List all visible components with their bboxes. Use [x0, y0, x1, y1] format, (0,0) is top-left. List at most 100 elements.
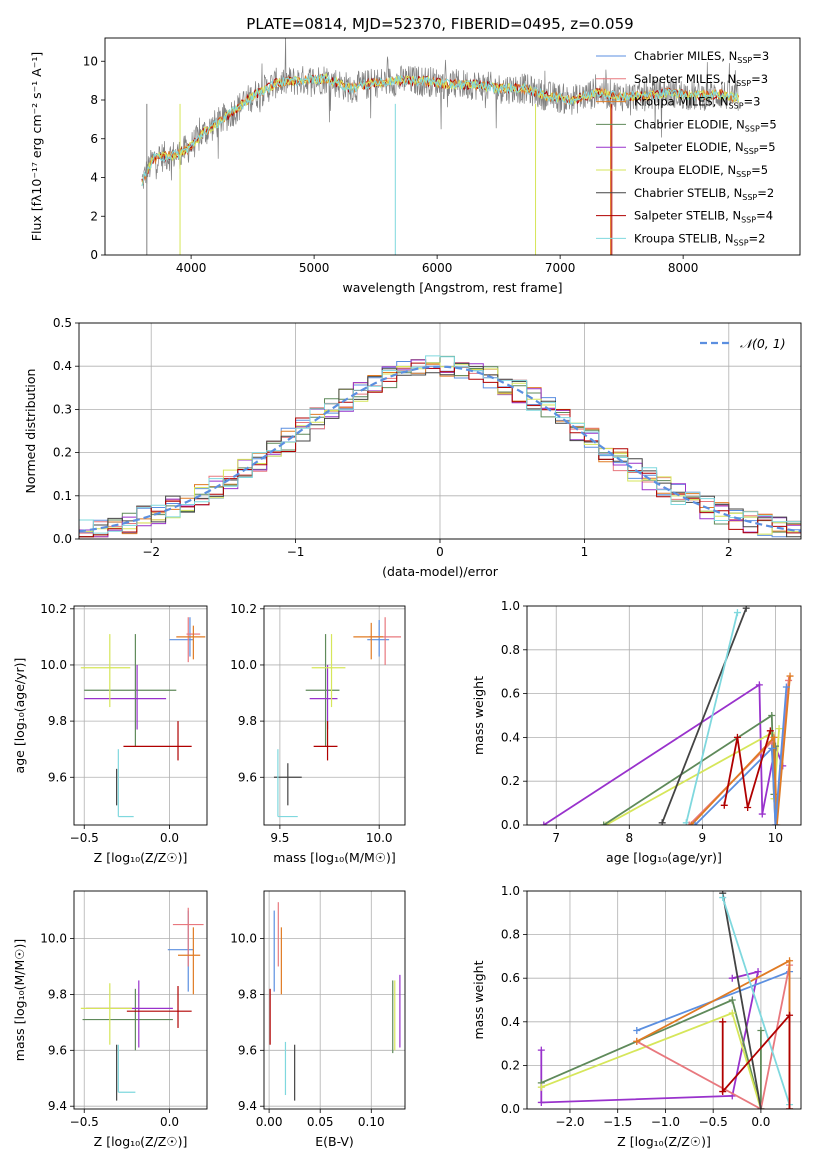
spectrum-xtick-label: 7000 — [545, 261, 576, 275]
age_vs_Z-points — [80, 617, 206, 818]
spectrum-legend: Chabrier MILES, NSSP=3 Salpeter MILES, NS… — [596, 49, 777, 247]
mw_vs_age-line-krou_stelib — [685, 612, 739, 824]
mass_vs_ebv-xtick-label: 0.05 — [307, 1115, 334, 1129]
legend-label-salp_stelib: Salpeter STELIB, NSSP=4 — [634, 209, 773, 225]
mw_vs_age-xlabel: age [log₁₀(age/yr)] — [606, 850, 722, 865]
mw_vs_age-ytick-label: 0.6 — [501, 687, 520, 701]
mw_vs_age-ytick-label: 1.0 — [501, 599, 520, 613]
figure-title: PLATE=0814, MJD=52370, FIBERID=0495, z=0… — [246, 15, 633, 33]
mw_vs_Z-ytick-label: 0.6 — [501, 971, 520, 985]
legend-label-krou_miles: Kroupa MILES, NSSP=3 — [634, 95, 760, 111]
mw_vs_Z-ytick-label: 1.0 — [501, 884, 520, 898]
mw_vs_Z-xtick-label: −0.5 — [699, 1115, 728, 1129]
residuals-xtick-label: 0 — [436, 545, 444, 559]
mw_vs_Z-xlabel: Z [log₁₀(Z/Z☉)] — [617, 1134, 711, 1149]
mw_vs_age-marker-salp_elodie — [755, 681, 763, 689]
mw_vs_age-line-chab_miles — [694, 686, 788, 825]
age_vs_mass-ytick-label: 9.6 — [238, 770, 257, 784]
mw_vs_age-xtick-label: 9 — [699, 831, 707, 845]
mass_vs_Z-frame — [73, 890, 208, 1110]
mw_vs_age-marker-chab_stelib — [742, 606, 750, 612]
mass_vs_ebv-axes: 0.00 0.05 0.10 9.4 9.6 9.8 10.0 E(B-V) — [230, 891, 405, 1149]
mass_vs_Z-xtick-label: 0.0 — [160, 1115, 179, 1129]
mw_vs_Z-marker-chab_stelib — [757, 1105, 765, 1109]
residuals-ytick-label: 0.2 — [53, 446, 72, 460]
spectrum-ytick-label: 2 — [90, 209, 98, 223]
mw_vs_age-marker-krou_miles — [773, 821, 781, 825]
gaussian-curve — [79, 365, 801, 533]
residuals-frame — [78, 322, 802, 540]
mw_vs_Z-marker-salp_elodie — [754, 968, 762, 976]
mw_vs_age-xtick-label: 10 — [768, 831, 783, 845]
age_vs_Z-xtick-label: 0.0 — [160, 831, 179, 845]
mw_vs_Z-marker-chab_elodie — [757, 1027, 765, 1035]
mw_vs_age-marker-chab_stelib — [658, 819, 666, 825]
mw_vs_age-marker-salp_stelib — [733, 733, 741, 741]
residuals-xtick-label: −1 — [287, 545, 305, 559]
mw_vs_Z-marker-krou_stelib — [719, 894, 727, 902]
mass_vs_Z-ytick-label: 9.6 — [48, 1043, 67, 1057]
age_vs_Z-xtick-label: −0.5 — [70, 831, 99, 845]
mass_vs_Z-ytick-label: 10.0 — [40, 932, 67, 946]
mw_vs_Z-line-chab_elodie — [540, 998, 762, 1109]
legend-label-krou_stelib: Kroupa STELIB, NSSP=2 — [634, 231, 765, 247]
mw_vs_age-lines — [540, 606, 794, 825]
residuals-xtick-label: 1 — [581, 545, 589, 559]
mw_vs_Z-marker-salp_stelib — [786, 1011, 794, 1019]
mass_vs_ebv-xtick-label: 0.10 — [358, 1115, 385, 1129]
age_vs_Z-ylabel: age [log₁₀(age/yr)] — [12, 658, 27, 774]
mw_vs_Z-line-krou_stelib — [721, 897, 791, 1105]
mw_vs_age-marker-krou_miles — [687, 821, 695, 825]
mw_vs_age-ytick-label: 0.2 — [501, 774, 520, 788]
mw_vs_Z-marker-chab_miles — [633, 1027, 641, 1035]
mw_vs_age-marker-salp_miles — [685, 821, 693, 825]
age_vs_mass-ytick-label: 10.0 — [230, 658, 257, 672]
mass_vs_Z-points — [80, 907, 204, 1101]
mass_vs_ebv-xtick-label: 0.00 — [256, 1115, 283, 1129]
mw_vs_age-frame — [526, 605, 802, 826]
mw_vs_age-marker-krou_miles — [770, 733, 778, 741]
spectrum-ytick-label: 4 — [90, 171, 98, 185]
mw_vs_Z-line-salp_elodie — [540, 970, 760, 1104]
spectrum-ytick-label: 6 — [90, 132, 98, 146]
mass_vs_ebv-ytick-label: 9.4 — [238, 1099, 257, 1113]
age_vs_mass-axes: 9.5 10.0 9.6 9.8 10.0 10.2 mass [log₁₀(M/M☉)] — [230, 602, 405, 865]
mw_vs_Z-line-chab_stelib — [721, 893, 762, 1109]
spectrum-ytick-label: 8 — [90, 93, 98, 107]
residuals-ytick-label: 0.0 — [53, 532, 72, 546]
mw_vs_age-marker-chab_miles — [782, 683, 790, 691]
age_vs_mass-xtick-label: 10.0 — [366, 831, 393, 845]
mw_vs_Z-axes: −2.0 −1.5 −1.0 −0.5 0.0 0.0 0.2 0.4 0.6 0.8 1.0 Z [… — [471, 884, 801, 1149]
mass_vs_ebv-xlabel: E(B-V) — [315, 1134, 354, 1149]
spectrum-xtick-label: 4000 — [176, 261, 207, 275]
hist-krou_stelib — [79, 355, 801, 534]
residuals-xlabel: (data-model)/error — [382, 564, 499, 579]
mw_vs_age-line-chab_stelib — [661, 607, 748, 824]
mw_vs_Z-marker-salp_elodie — [537, 1046, 545, 1054]
legend-label-salp_miles: Salpeter MILES, NSSP=3 — [634, 72, 768, 88]
mass_vs_ebv-ytick-label: 10.0 — [230, 932, 257, 946]
legend-label-krou_elodie: Kroupa ELODIE, NSSP=5 — [634, 163, 768, 179]
mw_vs_age-axes: 7 8 9 10 0.0 0.2 0.4 0.6 0.8 1.0 age [log₁₀(age/yr… — [471, 599, 801, 865]
mw_vs_Z-xtick-label: −1.0 — [651, 1115, 680, 1129]
mw_vs_age-marker-chab_elodie — [771, 742, 779, 750]
mw_vs_Z-xtick-label: 0.0 — [751, 1115, 770, 1129]
residuals-xtick-label: 2 — [725, 545, 733, 559]
mw_vs_Z-ytick-label: 0.8 — [501, 928, 520, 942]
age_vs_Z-ytick-label: 9.8 — [48, 714, 67, 728]
spectrum-xtick-label: 5000 — [299, 261, 330, 275]
mw_vs_age-marker-salp_stelib — [744, 803, 752, 811]
legend-label-chab_miles: Chabrier MILES, NSSP=3 — [634, 49, 769, 65]
mw_vs_Z-marker-krou_elodie — [728, 1009, 736, 1017]
spectrum-model-krou_stelib — [141, 74, 739, 187]
mw_vs_Z-xtick-label: −2.0 — [555, 1115, 584, 1129]
mw_vs_age-marker-krou_stelib — [733, 609, 741, 617]
mw_vs_age-line-salp_stelib — [723, 730, 772, 808]
mw_vs_age-xtick-label: 7 — [552, 831, 560, 845]
hist-krou_miles — [79, 363, 801, 538]
mw_vs_age-marker-salp_stelib — [720, 801, 728, 809]
spectrum-frame — [104, 37, 801, 256]
spectrum-xtick-label: 8000 — [668, 261, 699, 275]
legend-label-chab_elodie: Chabrier ELODIE, NSSP=5 — [634, 117, 777, 133]
mass_vs_ebv-points — [269, 902, 401, 1101]
